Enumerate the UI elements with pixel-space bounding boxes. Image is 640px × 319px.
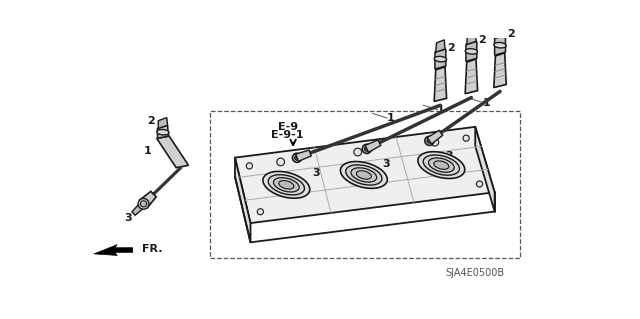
Polygon shape	[476, 127, 495, 211]
Ellipse shape	[346, 165, 382, 185]
Polygon shape	[158, 118, 168, 128]
Text: 3: 3	[124, 213, 132, 223]
Text: 1: 1	[143, 146, 151, 157]
Ellipse shape	[268, 175, 305, 195]
Ellipse shape	[351, 168, 377, 182]
Ellipse shape	[429, 158, 454, 172]
Circle shape	[427, 138, 432, 143]
Text: 3: 3	[445, 151, 452, 161]
Polygon shape	[495, 26, 505, 38]
Ellipse shape	[157, 130, 169, 135]
Polygon shape	[465, 59, 477, 94]
Ellipse shape	[263, 171, 310, 198]
Polygon shape	[436, 40, 445, 52]
Circle shape	[257, 209, 264, 215]
Polygon shape	[434, 67, 447, 101]
Text: SJA4E0500B: SJA4E0500B	[445, 268, 505, 278]
Text: 3: 3	[312, 168, 320, 178]
Text: FR.: FR.	[142, 244, 163, 254]
Circle shape	[431, 138, 438, 146]
Circle shape	[365, 146, 369, 151]
Polygon shape	[495, 35, 506, 55]
Circle shape	[276, 158, 285, 166]
Ellipse shape	[356, 171, 371, 179]
Ellipse shape	[423, 155, 460, 175]
Polygon shape	[494, 53, 506, 87]
Circle shape	[476, 181, 483, 187]
Polygon shape	[140, 191, 156, 208]
Circle shape	[354, 148, 362, 156]
Ellipse shape	[434, 56, 447, 62]
Polygon shape	[466, 41, 477, 61]
Text: 2: 2	[147, 116, 154, 126]
Polygon shape	[467, 32, 476, 44]
Circle shape	[138, 198, 149, 209]
Ellipse shape	[340, 161, 387, 188]
Ellipse shape	[418, 152, 465, 179]
Ellipse shape	[465, 48, 477, 54]
Ellipse shape	[434, 161, 449, 169]
Text: 2: 2	[478, 35, 486, 45]
Polygon shape	[365, 140, 381, 152]
Circle shape	[362, 144, 371, 153]
Polygon shape	[428, 130, 443, 144]
Circle shape	[140, 201, 147, 207]
Polygon shape	[235, 127, 495, 223]
Polygon shape	[235, 158, 250, 242]
Text: 3: 3	[383, 159, 390, 169]
Polygon shape	[435, 49, 446, 69]
Circle shape	[292, 153, 301, 162]
Circle shape	[425, 136, 434, 145]
Ellipse shape	[494, 42, 506, 48]
Ellipse shape	[273, 178, 299, 192]
Text: 1: 1	[437, 105, 445, 115]
Bar	[210, 111, 520, 258]
Polygon shape	[132, 204, 143, 215]
Circle shape	[246, 163, 252, 169]
Text: 1: 1	[387, 113, 394, 123]
Text: 2: 2	[507, 29, 515, 39]
Polygon shape	[157, 136, 189, 168]
Text: 1: 1	[483, 98, 490, 108]
Text: 2: 2	[447, 42, 455, 53]
Text: E-9: E-9	[278, 122, 298, 132]
Circle shape	[463, 135, 469, 141]
Polygon shape	[94, 245, 132, 256]
Ellipse shape	[279, 181, 294, 189]
Circle shape	[294, 155, 300, 160]
Text: E-9-1: E-9-1	[271, 130, 304, 140]
Polygon shape	[296, 150, 311, 161]
Polygon shape	[157, 125, 168, 138]
